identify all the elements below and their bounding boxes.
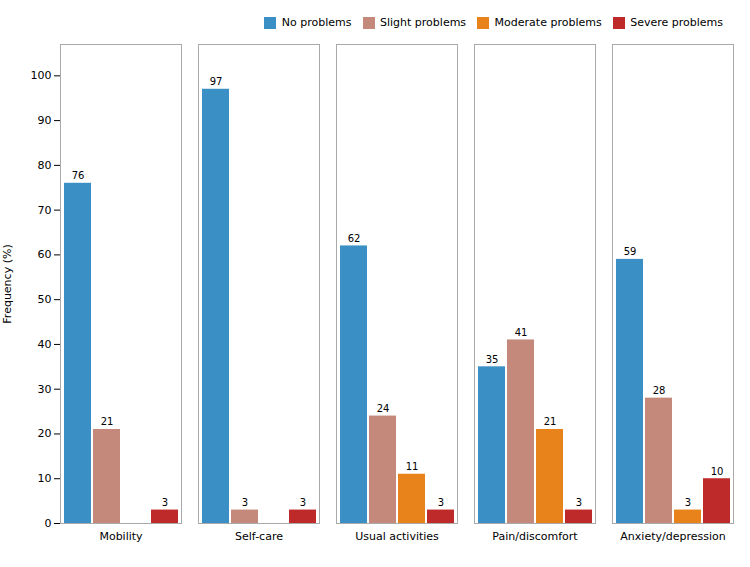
svg-text:30: 30 — [38, 383, 52, 396]
svg-text:3: 3 — [438, 497, 444, 508]
svg-text:Self-care: Self-care — [235, 530, 283, 543]
svg-text:Anxiety/depression: Anxiety/depression — [620, 530, 725, 543]
svg-text:76: 76 — [72, 170, 85, 181]
html-text:Moderate problems: Moderate problems — [494, 16, 602, 29]
svg-text:80: 80 — [38, 159, 52, 172]
svg-text:62: 62 — [348, 233, 361, 244]
svg-text:Usual activities: Usual activities — [355, 530, 439, 543]
svg-text:28: 28 — [653, 385, 666, 396]
svg-text:10: 10 — [38, 472, 52, 485]
svg-text:21: 21 — [544, 416, 557, 427]
svg-text:24: 24 — [377, 403, 390, 414]
svg-text:Frequency (%): Frequency (%) — [1, 244, 14, 323]
svg-text:3: 3 — [300, 497, 306, 508]
svg-text:Mobility: Mobility — [99, 530, 143, 543]
svg-text:35: 35 — [486, 354, 499, 365]
svg-text:11: 11 — [406, 461, 419, 472]
svg-text:59: 59 — [624, 246, 637, 257]
svg-text:97: 97 — [210, 76, 223, 87]
svg-text:3: 3 — [162, 497, 168, 508]
svg-text:0: 0 — [45, 517, 52, 530]
html-text:Slight problems: Slight problems — [380, 16, 467, 29]
svg-text:70: 70 — [38, 204, 52, 217]
svg-text:60: 60 — [38, 248, 52, 261]
svg-text:3: 3 — [576, 497, 582, 508]
svg-text:41: 41 — [515, 327, 528, 338]
svg-text:20: 20 — [38, 427, 52, 440]
html-text:Severe problems: Severe problems — [630, 16, 723, 29]
svg-text:90: 90 — [38, 114, 52, 127]
svg-text:100: 100 — [31, 69, 52, 82]
svg-text:3: 3 — [242, 497, 248, 508]
svg-text:21: 21 — [101, 416, 114, 427]
svg-text:10: 10 — [711, 466, 724, 477]
svg-text:50: 50 — [38, 293, 52, 306]
html-text:No problems: No problems — [281, 16, 352, 29]
svg-text:40: 40 — [38, 338, 52, 351]
svg-text:3: 3 — [685, 497, 691, 508]
svg-text:Pain/discomfort: Pain/discomfort — [492, 530, 578, 543]
